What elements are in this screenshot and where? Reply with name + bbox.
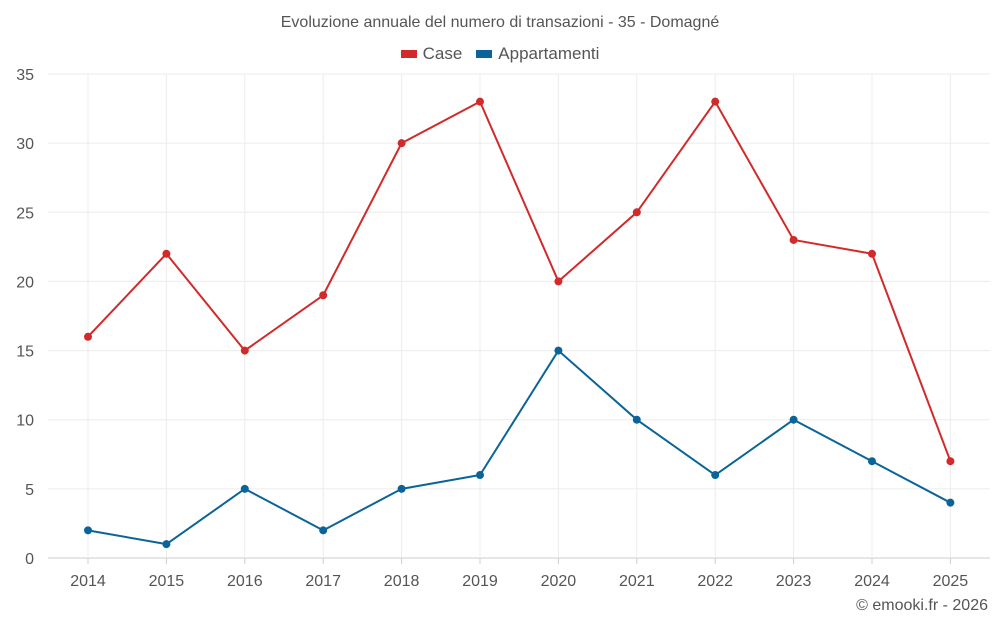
y-tick-label: 0 xyxy=(25,551,34,568)
y-tick-label: 35 xyxy=(16,67,34,84)
series-line-appartamenti xyxy=(87,349,951,546)
data-point-case-2019[interactable] xyxy=(476,97,484,106)
y-tick-label: 25 xyxy=(16,205,34,222)
data-point-case-2016[interactable] xyxy=(240,346,249,355)
y-tick-label: 20 xyxy=(16,274,34,291)
data-point-appartamenti-2014[interactable] xyxy=(84,526,92,535)
data-point-case-2020[interactable] xyxy=(554,277,563,286)
data-point-appartamenti-2024[interactable] xyxy=(868,457,876,466)
data-point-appartamenti-2025[interactable] xyxy=(946,498,955,507)
y-tick-label: 30 xyxy=(16,136,34,153)
x-tick-label: 2023 xyxy=(776,573,812,590)
x-tick-label: 2025 xyxy=(933,573,969,590)
data-point-appartamenti-2020[interactable] xyxy=(554,346,563,355)
y-tick-label: 10 xyxy=(16,413,34,430)
x-tick-label: 2015 xyxy=(149,573,185,590)
legend-label-case: Case xyxy=(422,44,463,63)
chart-title: Evoluzione annuale del numero di transaz… xyxy=(280,14,720,31)
legend-item-case[interactable]: Case xyxy=(400,44,463,64)
data-point-appartamenti-2022[interactable] xyxy=(711,471,720,480)
legend-swatch-appartamenti xyxy=(476,50,493,58)
data-point-appartamenti-2017[interactable] xyxy=(319,526,328,535)
x-tick-label: 2014 xyxy=(70,573,106,590)
data-point-case-2025[interactable] xyxy=(946,457,955,466)
grid-layer xyxy=(48,73,990,559)
data-point-case-2022[interactable] xyxy=(711,97,720,106)
x-tick-label: 2019 xyxy=(462,573,498,590)
x-tick-label: 2022 xyxy=(697,573,733,590)
data-point-case-2021[interactable] xyxy=(632,208,641,217)
y-tick-label: 5 xyxy=(25,482,34,499)
data-point-appartamenti-2021[interactable] xyxy=(632,415,641,424)
x-tick-label: 2020 xyxy=(541,573,577,590)
x-tick-label: 2024 xyxy=(854,573,890,590)
data-point-case-2024[interactable] xyxy=(868,249,876,258)
x-tick-label: 2016 xyxy=(227,573,263,590)
legend-label-appartamenti: Appartamenti xyxy=(498,44,600,63)
data-point-case-2018[interactable] xyxy=(397,139,406,148)
data-point-case-2017[interactable] xyxy=(319,291,328,300)
x-tick-label: 2017 xyxy=(305,573,341,590)
data-point-appartamenti-2019[interactable] xyxy=(476,471,484,480)
x-tick-label: 2021 xyxy=(619,573,655,590)
data-point-appartamenti-2015[interactable] xyxy=(162,540,171,549)
data-point-appartamenti-2023[interactable] xyxy=(789,415,798,424)
credit-text: © emooki.fr - 2026 xyxy=(856,597,988,614)
data-point-case-2023[interactable] xyxy=(789,235,798,244)
x-tick-label: 2018 xyxy=(384,573,420,590)
series-line-case xyxy=(87,100,952,462)
data-point-case-2014[interactable] xyxy=(84,332,92,341)
legend-swatch-case xyxy=(400,50,417,58)
data-point-appartamenti-2018[interactable] xyxy=(397,484,406,493)
y-tick-label: 15 xyxy=(16,344,34,361)
data-point-appartamenti-2016[interactable] xyxy=(240,484,249,493)
data-point-case-2015[interactable] xyxy=(162,249,171,258)
legend-item-appartamenti[interactable]: Appartamenti xyxy=(476,44,599,64)
series-layer xyxy=(84,97,955,549)
legend: Case Appartamenti xyxy=(0,44,1000,64)
